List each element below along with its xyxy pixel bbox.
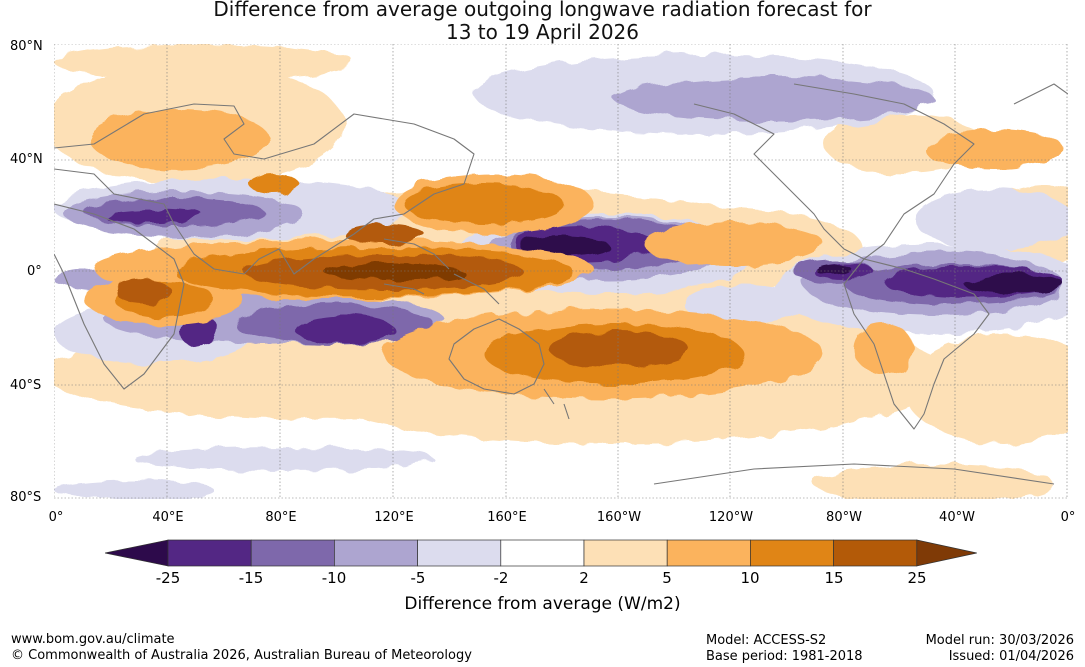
footer-model: Model: ACCESS-S2: [706, 633, 827, 648]
colorbar-title: Difference from average (W/m2): [404, 594, 681, 614]
colorbar-segment-p5-10: [666, 539, 751, 567]
colorbar-tick-n2: -2: [493, 569, 509, 587]
graticule: [54, 44, 1068, 499]
colorbar-tick-n5: -5: [410, 569, 426, 587]
colorbar-tick-p5: 5: [662, 569, 672, 587]
colorbar-above-max-arrow: [916, 539, 977, 567]
footer-copyright: © Commonwealth of Australia 2026, Austra…: [11, 648, 472, 663]
lon-label-120w: 120°W: [708, 510, 754, 525]
olr-anomaly-map: [54, 44, 1068, 499]
lat-label-40n: 40°N: [10, 152, 43, 167]
lon-label-160w: 160°W: [596, 510, 642, 525]
colorbar-tick-p25: 25: [907, 569, 927, 587]
colorbar-tick-n10: -10: [321, 569, 347, 587]
colorbar-segment-n25-15: [167, 539, 252, 567]
lat-label-80s: 80°S: [10, 490, 42, 505]
anomaly-fields: [54, 44, 1068, 499]
colorbar-tick-p2: 2: [579, 569, 589, 587]
lon-label-0-east: 0°: [1060, 510, 1076, 525]
colorbar-segment-n15-10: [250, 539, 335, 567]
colorbar-segment-p2-5: [583, 539, 668, 567]
lon-label-40w: 40°W: [939, 510, 975, 525]
chart-title-line-1: Difference from average outgoing longwav…: [213, 0, 872, 21]
colorbar-below-min-arrow: [105, 539, 169, 567]
lon-label-0: 0°: [48, 510, 64, 525]
colorbar-segment-p10-15: [750, 539, 834, 567]
lon-label-80w: 80°W: [826, 510, 862, 525]
lon-label-120e: 120°E: [374, 510, 414, 525]
lon-label-160e: 160°E: [487, 510, 527, 525]
colorbar-tick-n15: -15: [238, 569, 264, 587]
lon-label-40e: 40°E: [152, 510, 184, 525]
footer-issued: Issued: 01/04/2026: [948, 649, 1074, 664]
lat-label-80n: 80°N: [10, 39, 43, 54]
coastlines: [54, 83, 1068, 485]
colorbar-tick-p10: 10: [740, 569, 760, 587]
footer-website: www.bom.gov.au/climate: [11, 632, 175, 647]
chart-title-line-2: 13 to 19 April 2026: [445, 20, 640, 44]
colorbar: [105, 539, 977, 567]
lat-label-equator: 0°: [27, 264, 42, 279]
lat-label-40s: 40°S: [10, 378, 42, 393]
colorbar-segment-p15-25: [833, 539, 918, 567]
lon-label-80e: 80°E: [265, 510, 297, 525]
footer-model-run: Model run: 30/03/2026: [925, 633, 1074, 648]
colorbar-tick-n25: -25: [155, 569, 181, 587]
colorbar-segment-n10-5: [334, 539, 418, 567]
colorbar-tick-p15: 15: [824, 569, 844, 587]
footer-base-period: Base period: 1981-2018: [706, 649, 863, 664]
colorbar-segment-n5-2: [417, 539, 502, 567]
colorbar-segment-n2-2: [500, 539, 585, 567]
